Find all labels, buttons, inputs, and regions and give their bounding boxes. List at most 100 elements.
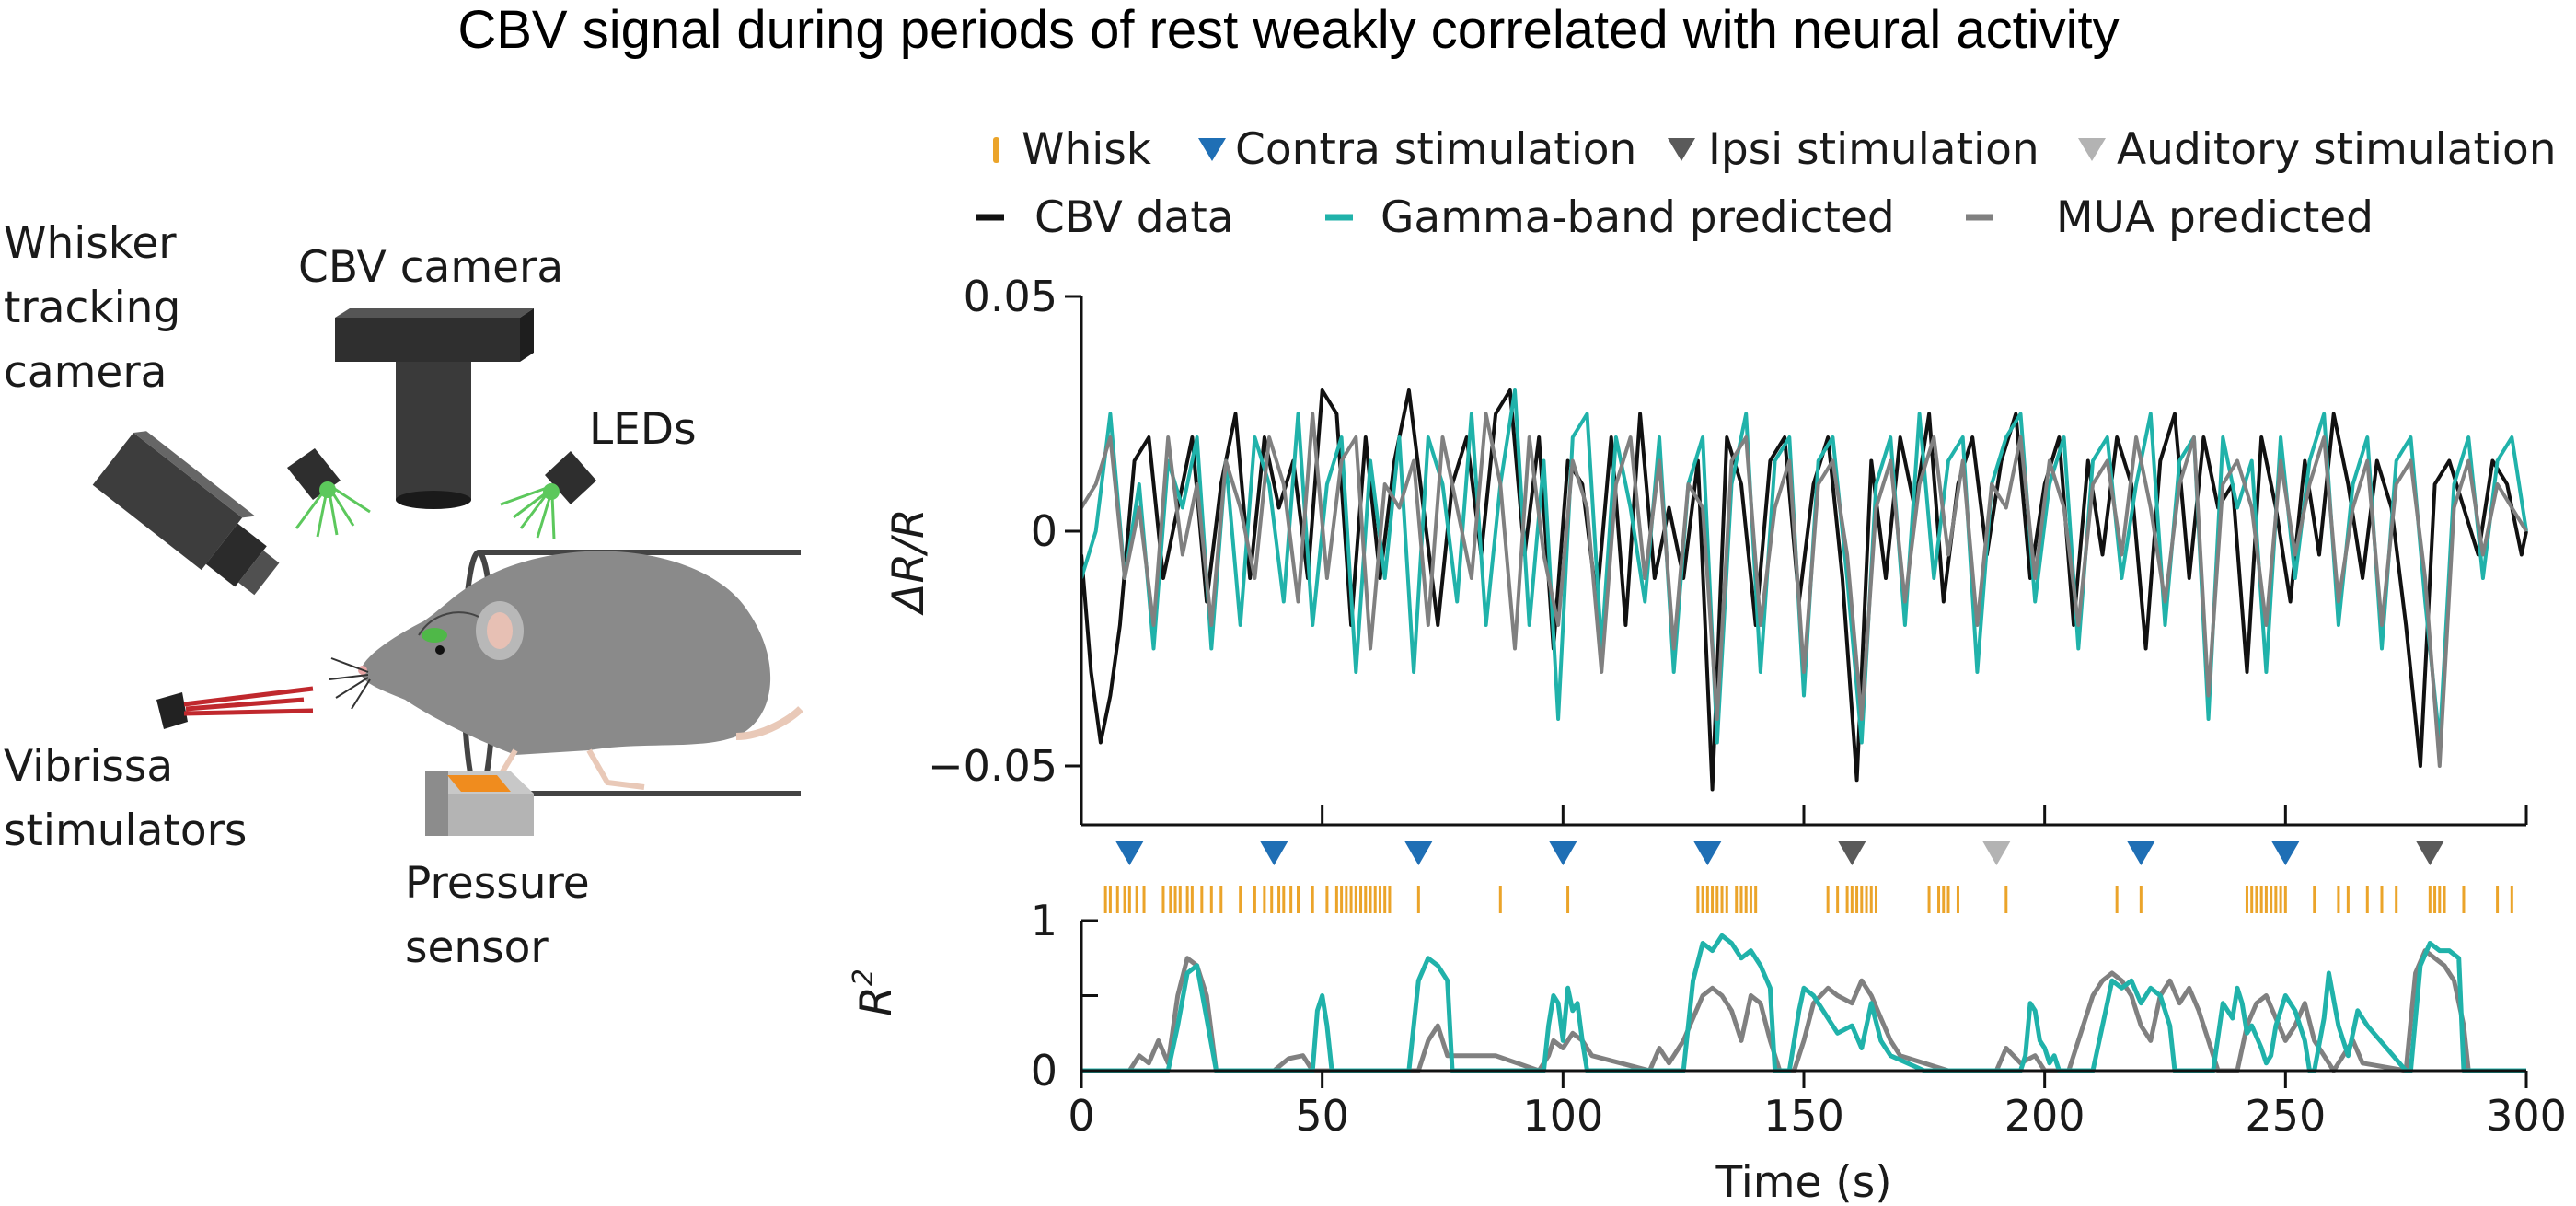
- whisk-event-tick: [1369, 886, 1372, 913]
- bottom-x-tick-label: 50: [1295, 1091, 1349, 1141]
- legend-item-whisk: Whisk: [993, 124, 1152, 175]
- top-y-tick-label: −0.05: [928, 741, 1057, 791]
- legend-label-mua: MUA predicted: [2056, 192, 2374, 243]
- whisk-event-tick: [1942, 886, 1946, 913]
- bottom-x-tick-label: 0: [1068, 1091, 1094, 1141]
- whisk-event-tick: [1108, 886, 1112, 913]
- stimulators-label-line1: Vibrissa: [4, 741, 173, 792]
- whisk-event-tick: [2139, 886, 2143, 913]
- whisk-event-row: [1103, 886, 2513, 913]
- whisk-event-tick: [2496, 886, 2500, 913]
- whisk-event-tick: [1263, 886, 1266, 913]
- top-y-axis-label: ΔR/R: [884, 508, 934, 615]
- whisk-event-tick: [1334, 886, 1338, 913]
- whisk-event-tick: [2443, 886, 2446, 913]
- whisk-event-tick: [2259, 886, 2263, 913]
- whisk-event-tick: [2115, 886, 2119, 913]
- whisk-event-tick: [2462, 886, 2466, 913]
- whisk-event-tick: [1566, 886, 1570, 913]
- whisk-event-tick: [1103, 886, 1107, 913]
- whisk-event-tick: [1325, 886, 1329, 913]
- legend-label-contra: Contra stimulation: [1235, 124, 1636, 175]
- whisk-event-tick: [1373, 886, 1377, 913]
- whisk-event-tick: [2255, 886, 2258, 913]
- stimulators-icon: [156, 686, 314, 729]
- legend-auditory-marker: [2078, 138, 2106, 161]
- stim-marker-contra-stimulation: [1549, 841, 1577, 865]
- legend-item-cbv: CBV data: [976, 192, 1234, 243]
- series-line-mua-predicted: [1080, 412, 2528, 768]
- stim-marker-contra-stimulation: [1693, 841, 1722, 865]
- stimulation-event-row: [1115, 841, 2444, 865]
- whisk-event-tick: [1855, 886, 1859, 913]
- whisk-event-tick: [1270, 886, 1274, 913]
- whisk-event-tick: [1277, 886, 1281, 913]
- legend-label-whisk: Whisk: [1022, 124, 1152, 175]
- bottom-x-tick-label: 250: [2245, 1091, 2326, 1141]
- whisk-event-tick: [1115, 886, 1119, 913]
- legend-whisk-marker: [993, 137, 999, 163]
- pressure-sensor-label: Pressure sensor: [405, 858, 604, 973]
- whisk-event-tick: [1349, 886, 1353, 913]
- whisk-event-tick: [2245, 886, 2248, 913]
- whisk-event-tick: [1744, 886, 1748, 913]
- whisk-event-tick: [1865, 886, 1868, 913]
- stim-marker-ipsi-stimulation: [2416, 841, 2444, 865]
- whisk-event-tick: [1378, 886, 1381, 913]
- whisk-event-tick: [1219, 886, 1223, 913]
- stimulators-label-line2: stimulators: [4, 806, 247, 856]
- whisk-event-tick: [1142, 886, 1146, 913]
- legend-item-ipsi: Ipsi stimulation: [1668, 124, 2039, 175]
- whisk-event-tick: [1383, 886, 1387, 913]
- whisk-event-tick: [1715, 886, 1719, 913]
- mouse-icon: [329, 551, 803, 790]
- experiment-schematic: Whisker tracking camera CBV camera LEDs …: [4, 218, 803, 973]
- whisk-event-tick: [2365, 886, 2369, 913]
- whisk-event-tick: [2250, 886, 2254, 913]
- whisk-event-tick: [1720, 886, 1724, 913]
- legend-contra-marker: [1198, 138, 1226, 161]
- whisk-event-tick: [2264, 886, 2268, 913]
- whisk-event-tick: [1711, 886, 1715, 913]
- whisker-camera-label-line1: Whisker: [4, 218, 177, 269]
- whisk-event-tick: [1701, 886, 1704, 913]
- whisk-event-tick: [1850, 886, 1854, 913]
- stim-marker-contra-stimulation: [2271, 841, 2300, 865]
- whisk-event-tick: [2313, 886, 2316, 913]
- figure-title: CBV signal during periods of rest weakly…: [457, 0, 2119, 60]
- legend: Whisk Contra stimulation Ipsi stimulatio…: [976, 124, 2557, 243]
- top-y-tick-label: 0: [1031, 506, 1057, 556]
- x-axis-label: Time (s): [1715, 1157, 1891, 1206]
- whisk-event-tick: [1127, 886, 1131, 913]
- whisk-event-tick: [1705, 886, 1709, 913]
- whisk-event-tick: [1253, 886, 1256, 913]
- whisk-event-tick: [1946, 886, 1950, 913]
- led-left-icon: [287, 448, 371, 538]
- whisk-event-tick: [1869, 886, 1873, 913]
- whisk-event-tick: [2337, 886, 2340, 913]
- stim-marker-contra-stimulation: [1404, 841, 1433, 865]
- whisk-event-tick: [1282, 886, 1286, 913]
- whisk-event-tick: [2004, 886, 2008, 913]
- whisk-event-tick: [1725, 886, 1728, 913]
- whisk-event-tick: [1754, 886, 1758, 913]
- whisk-event-tick: [1826, 886, 1830, 913]
- top-axis-ticks: 0.05 0 −0.05: [928, 272, 2528, 825]
- bottom-y-axis-label: R2: [848, 968, 902, 1016]
- whisk-event-tick: [1359, 886, 1363, 913]
- whisk-event-tick: [1200, 886, 1204, 913]
- whisk-event-tick: [2438, 886, 2442, 913]
- whisk-event-tick: [1388, 886, 1392, 913]
- stimulators-label: Vibrissa stimulators: [4, 741, 247, 856]
- r2-line-mua-predicted: [1081, 948, 2526, 1073]
- legend-item-gamma: Gamma-band predicted: [1325, 192, 1895, 243]
- whisk-event-tick: [1749, 886, 1752, 913]
- whisk-event-tick: [1354, 886, 1357, 913]
- stim-marker-auditory-stimulation: [1982, 841, 2011, 865]
- whisk-event-tick: [1190, 886, 1194, 913]
- legend-item-contra: Contra stimulation: [1198, 124, 1636, 175]
- bottom-y-axis-label-base: R: [851, 986, 902, 1016]
- bottom-y-tick-label: 0: [1031, 1046, 1057, 1096]
- led-right-icon: [500, 451, 596, 540]
- bottom-x-tick-label: 200: [2004, 1091, 2085, 1141]
